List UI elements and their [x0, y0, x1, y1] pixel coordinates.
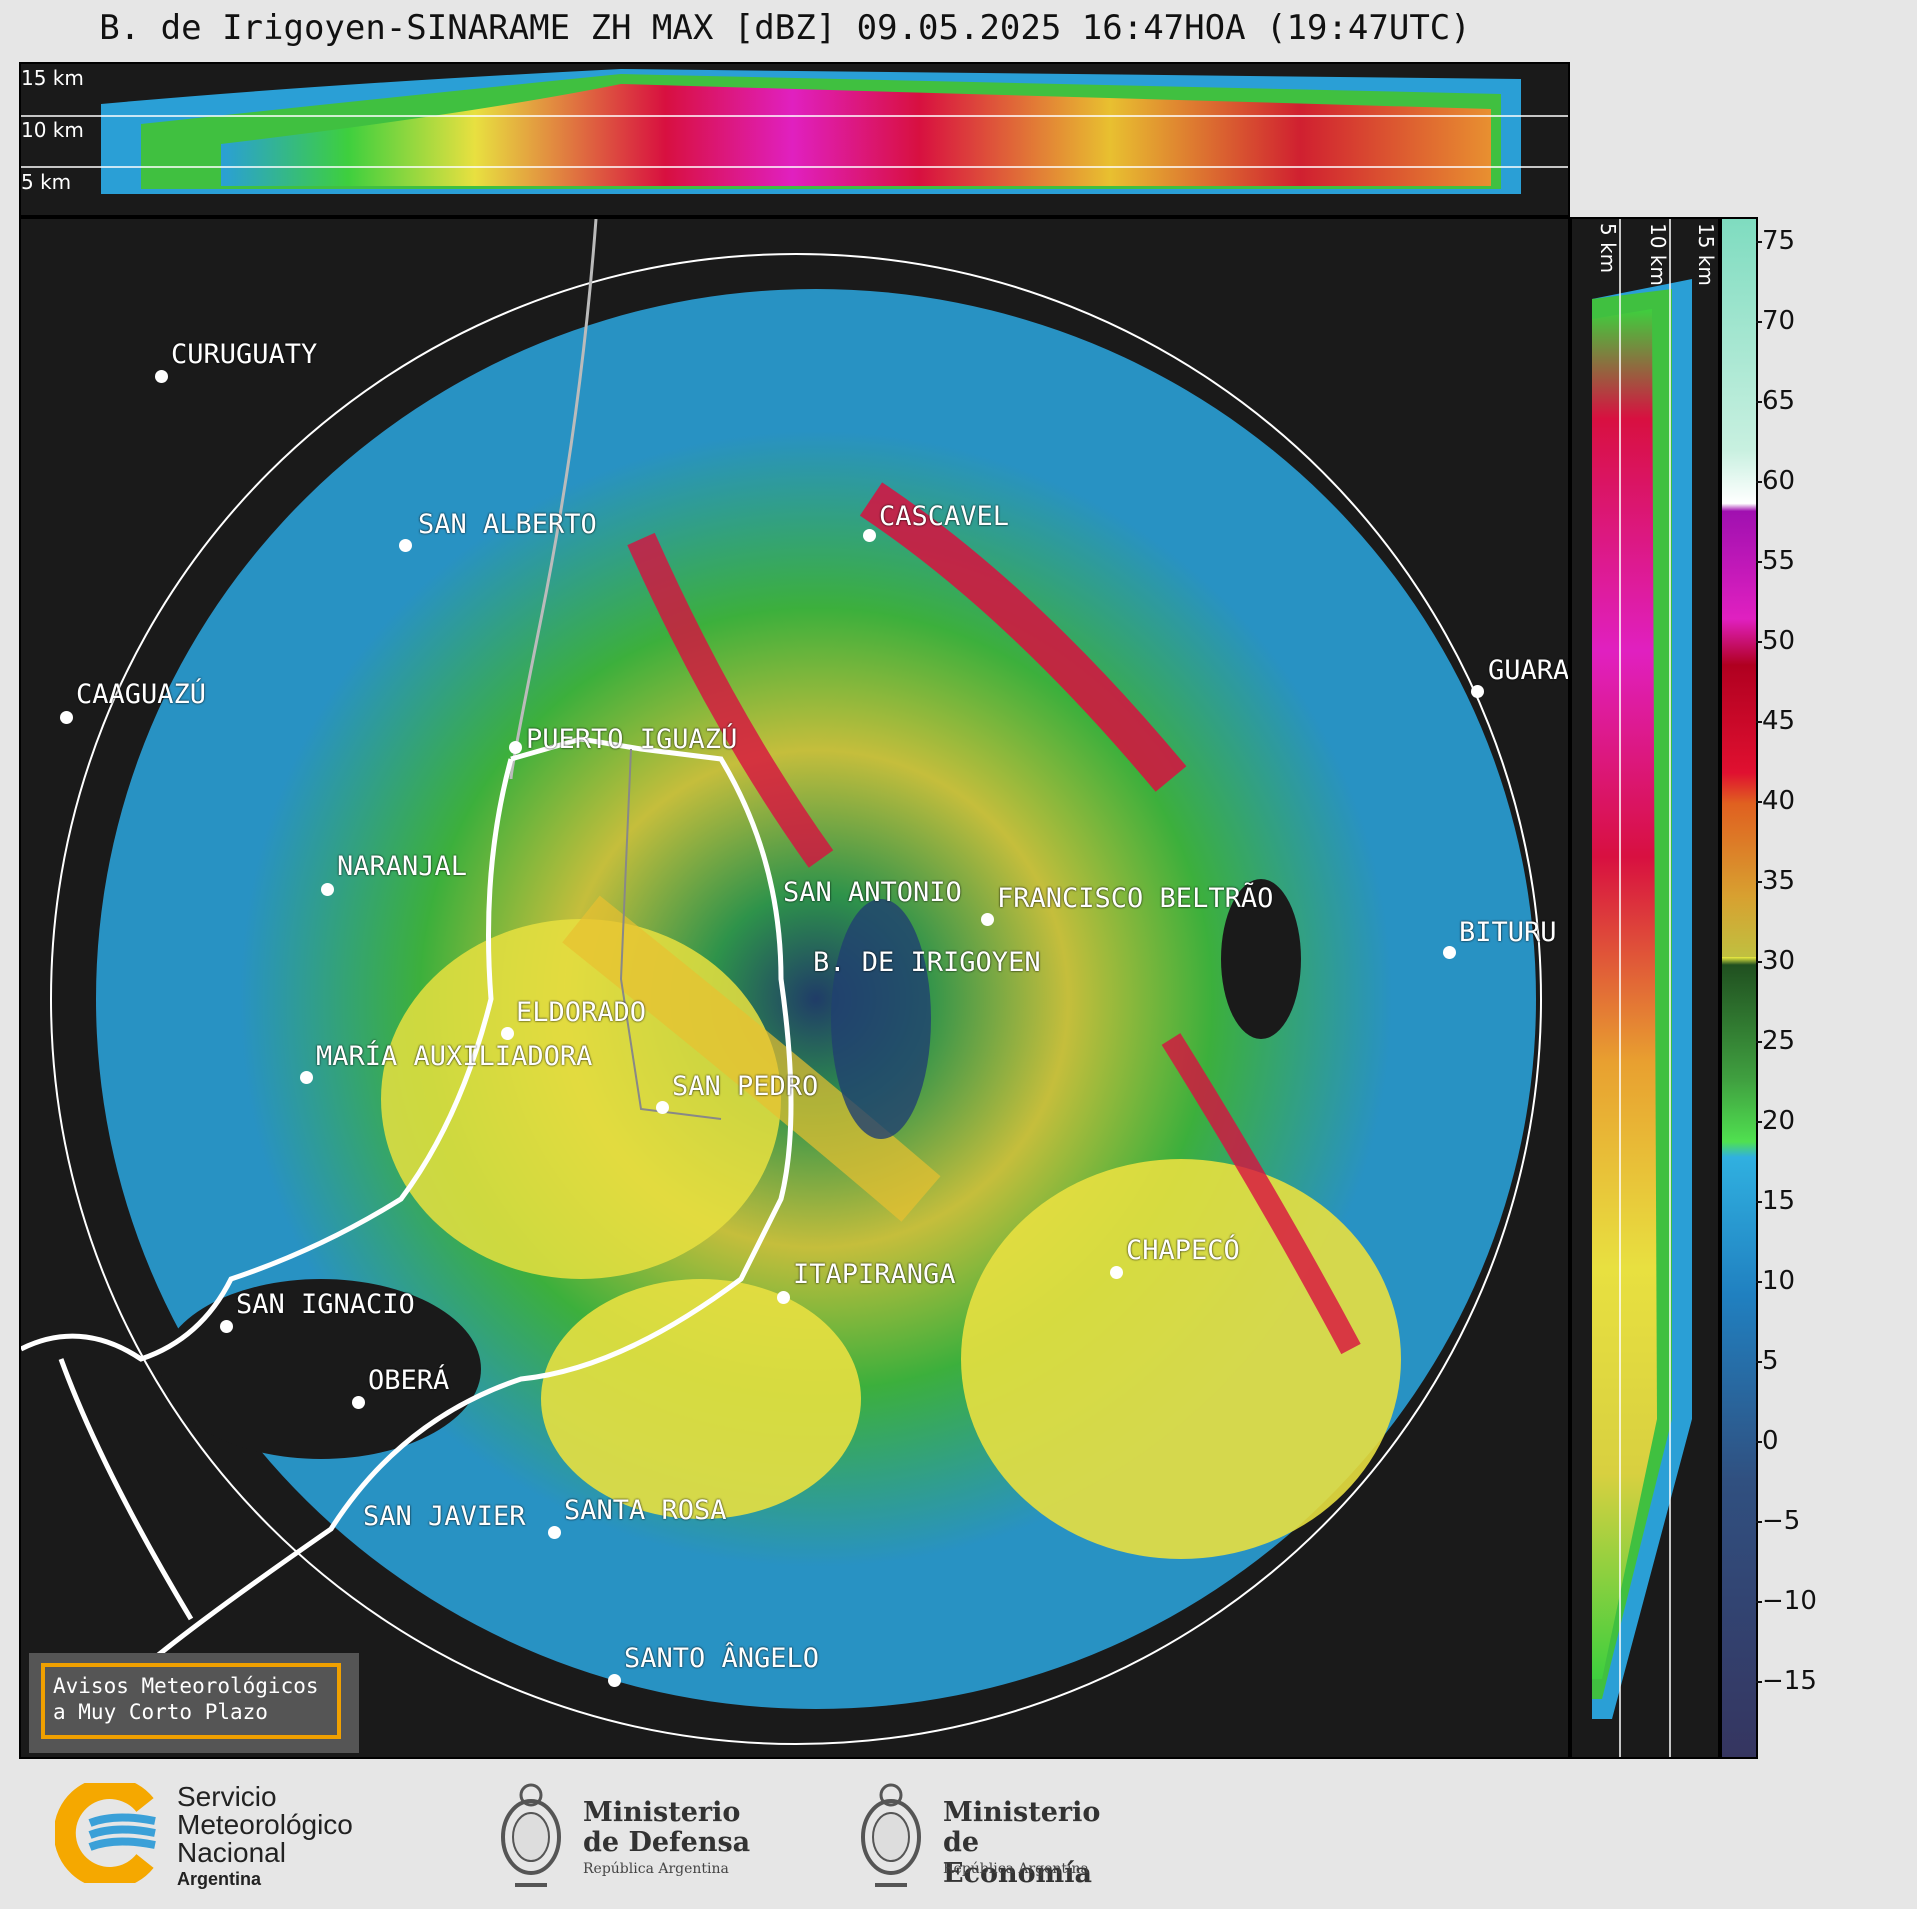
city-label-bituru: BITURU	[1459, 917, 1557, 948]
aviso-line-1: Avisos Meteorológicos	[53, 1674, 319, 1698]
city-dot	[220, 1320, 233, 1333]
city-dot	[155, 370, 168, 383]
smn-line-4: Argentina	[177, 1869, 262, 1889]
city-dot	[777, 1291, 790, 1304]
city-dot	[399, 539, 412, 552]
city-label-san-pedro: SAN PEDRO	[672, 1071, 819, 1102]
height-label-5km: 5 km	[21, 170, 72, 194]
city-label-guara: GUARA	[1488, 655, 1570, 686]
city-label-puerto-iguazu: PUERTO IGUAZÚ	[526, 724, 738, 755]
colorbar-tick: 70	[1755, 306, 1796, 336]
city-label-san-javier: SAN JAVIER	[363, 1501, 526, 1532]
height-label-10km: 10 km	[21, 118, 84, 142]
colorbar-tick: 55	[1755, 546, 1796, 576]
colorbar-gradient	[1722, 219, 1756, 1757]
colorbar	[1720, 217, 1758, 1759]
colorbar-tick: 40	[1755, 786, 1796, 816]
city-label-caaguazu: CAAGUAZÚ	[76, 679, 207, 710]
city-label-b-de-irigoyen: B. DE IRIGOYEN	[813, 947, 1041, 978]
radar-map-panel: CURUGUATY SAN ALBERTO CASCAVEL CAAGUAZÚ …	[19, 217, 1570, 1759]
colorbar-tick: 0	[1756, 1426, 1779, 1456]
colorbar-tick: 65	[1755, 386, 1796, 416]
city-dot	[509, 741, 522, 754]
city-dot	[300, 1071, 313, 1084]
city-label-san-antonio: SAN ANTONIO	[783, 877, 962, 908]
city-label-san-ignacio: SAN IGNACIO	[236, 1289, 415, 1320]
right-cross-section-image	[1592, 219, 1692, 1757]
vertical-height-label-10km: 10 km	[1646, 223, 1670, 286]
colorbar-tick: 25	[1755, 1026, 1796, 1056]
colorbar-tick: 5	[1756, 1346, 1779, 1376]
coat-of-arms-icon	[501, 1783, 561, 1887]
city-label-cascavel: CASCAVEL	[879, 501, 1010, 532]
colorbar-tick: −10	[1756, 1586, 1817, 1616]
colorbar-tick: 20	[1755, 1106, 1796, 1136]
city-dot	[1471, 685, 1484, 698]
city-label-santa-rosa: SANTA ROSA	[564, 1495, 727, 1526]
smn-line-3: Nacional	[177, 1837, 286, 1868]
city-dot	[863, 529, 876, 542]
top-cross-section-panel: 15 km 10 km 5 km	[19, 62, 1570, 217]
city-dot	[1110, 1266, 1123, 1279]
city-label-santo-angelo: SANTO ÂNGELO	[624, 1643, 820, 1674]
city-dot	[501, 1027, 514, 1040]
defensa-line-2: de Defensa	[583, 1827, 751, 1858]
city-dot	[321, 883, 334, 896]
top-cross-section-image	[21, 69, 1568, 194]
city-dot	[656, 1101, 669, 1114]
aviso-line-2: a Muy Corto Plazo	[53, 1700, 268, 1724]
vertical-height-label-5km: 5 km	[1596, 223, 1620, 274]
vertical-height-label-15km: 15 km	[1694, 223, 1718, 286]
colorbar-tick: 60	[1755, 466, 1796, 496]
right-cross-section-panel: 5 km 10 km 15 km	[1570, 217, 1720, 1759]
economia-line-3: República Argentina	[943, 1861, 1089, 1877]
defensa-line-1: Ministerio	[583, 1797, 741, 1828]
colorbar-tick: 50	[1755, 626, 1796, 656]
chart-title: B. de Irigoyen-SINARAME ZH MAX [dBZ] 09.…	[99, 8, 1471, 48]
city-label-itapiranga: ITAPIRANGA	[793, 1259, 956, 1290]
city-dot	[60, 711, 73, 724]
height-label-15km: 15 km	[21, 66, 84, 90]
city-label-eldorado: ELDORADO	[516, 997, 647, 1028]
colorbar-tick: 15	[1755, 1186, 1796, 1216]
city-label-san-alberto: SAN ALBERTO	[418, 509, 597, 540]
colorbar-tick: −5	[1755, 1506, 1801, 1536]
city-dot	[1443, 946, 1456, 959]
city-dot	[352, 1396, 365, 1409]
colorbar-tick: 10	[1755, 1266, 1796, 1296]
aviso-button[interactable]: Avisos Meteorológicos a Muy Corto Plazo	[41, 1663, 341, 1739]
colorbar-tick: 75	[1755, 226, 1796, 256]
colorbar-tick: 30	[1755, 946, 1796, 976]
economia-line-2: de Economía	[943, 1827, 1092, 1889]
city-dot	[981, 913, 994, 926]
defensa-logo: Ministerio de Defensa República Argentin…	[495, 1775, 755, 1895]
city-label-naranjal: NARANJAL	[337, 851, 468, 882]
colorbar-tick: −15	[1756, 1666, 1817, 1696]
smn-emblem-icon	[55, 1783, 156, 1883]
economia-logo: Ministerio de Economía República Argenti…	[855, 1775, 1115, 1895]
city-label-francisco-beltrao: FRANCISCO BELTRÃO	[997, 883, 1274, 914]
colorbar-tick: 45	[1755, 706, 1796, 736]
city-label-chapeco: CHAPECÓ	[1126, 1235, 1240, 1266]
city-dot	[608, 1674, 621, 1687]
city-label-curuguaty: CURUGUATY	[171, 339, 318, 370]
aviso-box[interactable]: Avisos Meteorológicos a Muy Corto Plazo	[29, 1653, 359, 1753]
colorbar-tick: 35	[1755, 866, 1796, 896]
smn-line-1: Servicio	[177, 1781, 277, 1812]
radar-reflectivity-image	[21, 219, 1542, 1745]
city-dot	[548, 1526, 561, 1539]
defensa-line-3: República Argentina	[583, 1861, 729, 1877]
smn-line-2: Meteorológico	[177, 1809, 353, 1840]
smn-logo: Servicio Meteorológico Nacional Argentin…	[55, 1783, 385, 1893]
economia-line-1: Ministerio	[943, 1797, 1101, 1828]
city-label-maria-auxiliadora: MARÍA AUXILIADORA	[316, 1041, 593, 1072]
city-label-obera: OBERÁ	[368, 1365, 450, 1396]
coat-of-arms-icon	[861, 1783, 921, 1887]
